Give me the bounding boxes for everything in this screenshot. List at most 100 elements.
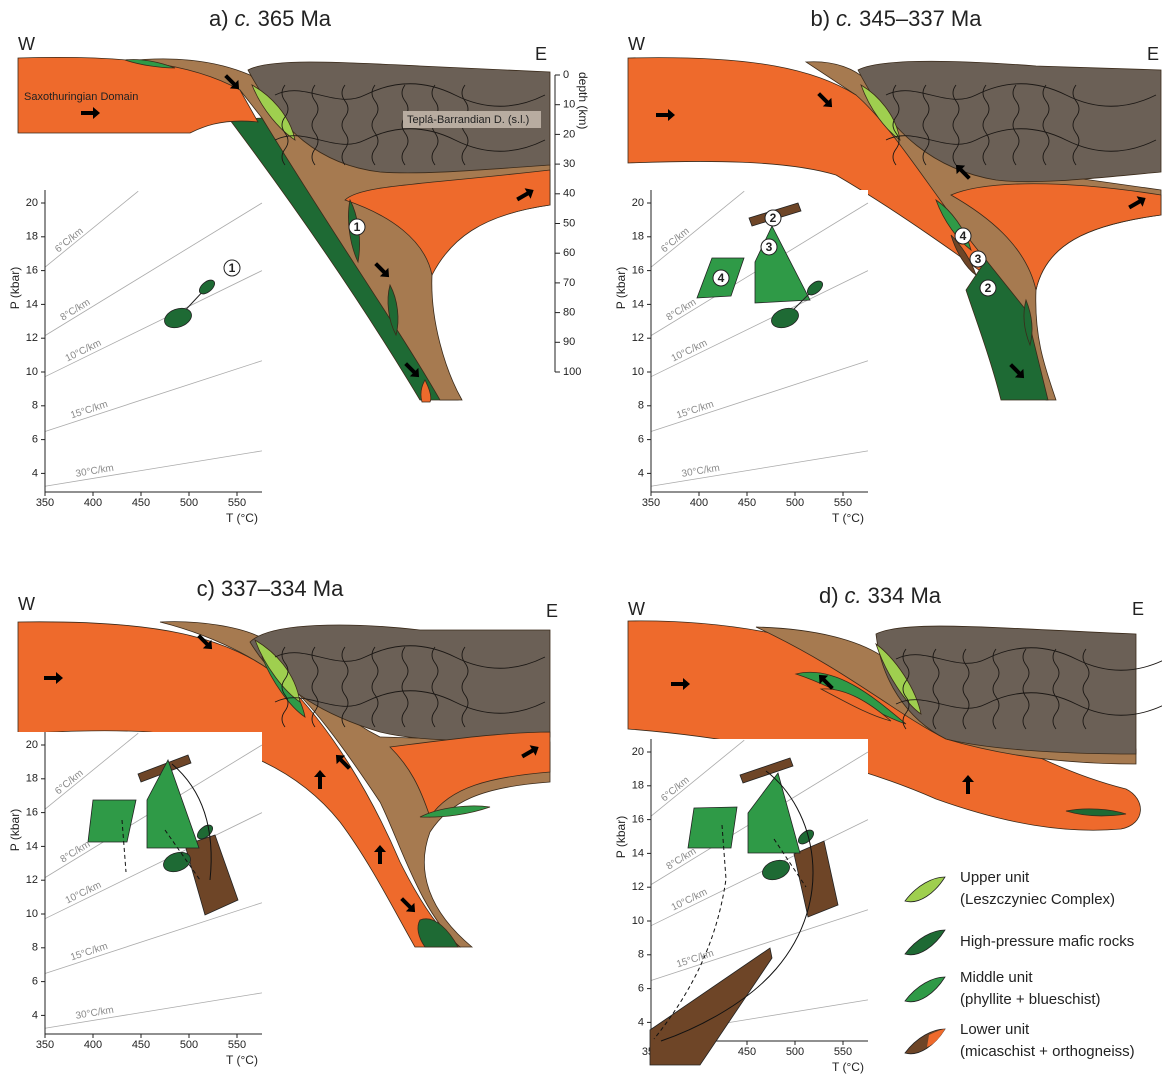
legend: Upper unit (Leszczyniec Complex) High-pres… xyxy=(905,869,1135,1060)
x-tick-label: 450 xyxy=(132,497,150,509)
sample-number: 4 xyxy=(960,229,967,243)
panel: a)c.365 Ma W E 1 Saxothuringian Domain Teplá-… xyxy=(5,6,590,525)
west-label: W xyxy=(628,599,645,619)
y-tick-label: 8 xyxy=(638,400,644,412)
y-tick-label: 10 xyxy=(26,366,38,378)
inset-background xyxy=(5,190,262,512)
panel-label: b) xyxy=(810,6,830,31)
y-tick-label: 8 xyxy=(32,400,38,412)
y-tick-label: 20 xyxy=(26,739,38,751)
sample-number: 3 xyxy=(766,240,773,254)
panel-title: a)c.365 Ma xyxy=(209,6,332,31)
y-tick-label: 20 xyxy=(26,197,38,209)
y-tick-label: 6 xyxy=(638,434,644,446)
y-tick-label: 10 xyxy=(632,366,644,378)
y-tick-label: 16 xyxy=(26,807,38,819)
legend-label: (Leszczyniec Complex) xyxy=(960,891,1115,908)
panel-age: 345–337 Ma xyxy=(859,6,982,31)
legend-swatch xyxy=(905,877,945,902)
panel-qualifier: c. xyxy=(235,6,252,31)
x-tick-label: 450 xyxy=(738,497,756,509)
west-label: W xyxy=(18,34,35,54)
domain-label: Saxothuringian Domain xyxy=(24,91,138,103)
panel-title: c)337–334 Ma xyxy=(197,576,344,601)
x-tick-label: 350 xyxy=(36,1039,54,1051)
x-axis-label: T (°C) xyxy=(832,511,864,525)
y-axis-label: P (kbar) xyxy=(614,816,628,858)
depth-tick-label: 80 xyxy=(563,307,575,319)
y-axis-label: P (kbar) xyxy=(8,809,22,851)
y-tick-label: 6 xyxy=(32,434,38,446)
sample-number: 1 xyxy=(354,220,361,234)
legend-label: High-pressure mafic rocks xyxy=(960,933,1134,950)
x-axis-label: T (°C) xyxy=(226,1053,258,1067)
depth-tick-label: 100 xyxy=(563,366,581,378)
x-tick-label: 500 xyxy=(786,497,804,509)
pt-inset: 6°C/km8°C/km10°C/km15°C/km30°C/km4681012… xyxy=(5,732,262,1067)
y-tick-label: 20 xyxy=(632,197,644,209)
y-axis-label: P (kbar) xyxy=(8,267,22,309)
x-tick-label: 500 xyxy=(180,1039,198,1051)
depth-tick-label: 70 xyxy=(563,277,575,289)
sample-number: 2 xyxy=(770,211,777,225)
y-tick-label: 16 xyxy=(632,265,644,277)
y-tick-label: 10 xyxy=(26,908,38,920)
y-axis-label: P (kbar) xyxy=(614,267,628,309)
y-tick-label: 18 xyxy=(632,231,644,243)
y-tick-label: 6 xyxy=(32,976,38,988)
y-tick-label: 12 xyxy=(632,332,644,344)
y-tick-label: 14 xyxy=(26,298,38,310)
legend-label: (micaschist + orthogneiss) xyxy=(960,1043,1135,1060)
y-tick-label: 10 xyxy=(632,915,644,927)
pt-inset: 6°C/km8°C/km10°C/km15°C/km30°C/km4681012… xyxy=(611,190,868,525)
legend-label: (phyllite + blueschist) xyxy=(960,991,1100,1008)
x-tick-label: 400 xyxy=(690,497,708,509)
panel-qualifier: c. xyxy=(845,583,862,608)
y-tick-label: 12 xyxy=(632,881,644,893)
y-tick-label: 6 xyxy=(638,983,644,995)
pt-inset: 6°C/km8°C/km10°C/km15°C/km30°C/km4681012… xyxy=(5,190,262,525)
domain-label: Teplá-Barrandian D. (s.l.) xyxy=(407,114,529,126)
y-tick-label: 4 xyxy=(638,1016,644,1028)
x-tick-label: 500 xyxy=(786,1046,804,1058)
x-axis-label: T (°C) xyxy=(226,511,258,525)
legend-swatch xyxy=(905,930,945,955)
depth-tick-label: 40 xyxy=(563,188,575,200)
panel: c)337–334 MaWE6°C/km8°C/km10°C/km15°C/km… xyxy=(5,576,558,1067)
depth-tick-label: 60 xyxy=(563,247,575,259)
panel-age: 365 Ma xyxy=(258,6,332,31)
y-tick-label: 4 xyxy=(638,467,644,479)
depth-tick-label: 50 xyxy=(563,217,575,229)
y-tick-label: 4 xyxy=(32,1009,38,1021)
depth-tick-label: 90 xyxy=(563,336,575,348)
y-tick-label: 8 xyxy=(32,942,38,954)
x-tick-label: 400 xyxy=(84,497,102,509)
legend-label: Upper unit xyxy=(960,869,1030,886)
east-label: E xyxy=(546,601,558,621)
x-tick-label: 350 xyxy=(36,497,54,509)
inset-background xyxy=(611,190,868,512)
legend-label: Middle unit xyxy=(960,969,1033,986)
x-tick-label: 450 xyxy=(132,1039,150,1051)
x-tick-label: 450 xyxy=(738,1046,756,1058)
figure: a)c.365 Ma W E 1 Saxothuringian Domain Teplá-… xyxy=(0,0,1162,1078)
x-tick-label: 350 xyxy=(642,497,660,509)
depth-tick-label: 20 xyxy=(563,128,575,140)
y-tick-label: 18 xyxy=(632,780,644,792)
y-tick-label: 18 xyxy=(26,773,38,785)
x-tick-label: 550 xyxy=(834,497,852,509)
y-tick-label: 18 xyxy=(26,231,38,243)
panel-age: 334 Ma xyxy=(868,583,942,608)
y-tick-label: 12 xyxy=(26,332,38,344)
y-tick-label: 16 xyxy=(632,814,644,826)
y-tick-label: 16 xyxy=(26,265,38,277)
sample-number: 4 xyxy=(718,271,725,285)
panel-qualifier: c. xyxy=(836,6,853,31)
east-label: E xyxy=(535,44,547,64)
x-tick-label: 550 xyxy=(228,1039,246,1051)
depth-tick-label: 30 xyxy=(563,158,575,170)
x-axis-label: T (°C) xyxy=(832,1060,864,1074)
x-tick-label: 500 xyxy=(180,497,198,509)
depth-axis-label: depth (km) xyxy=(576,72,590,129)
